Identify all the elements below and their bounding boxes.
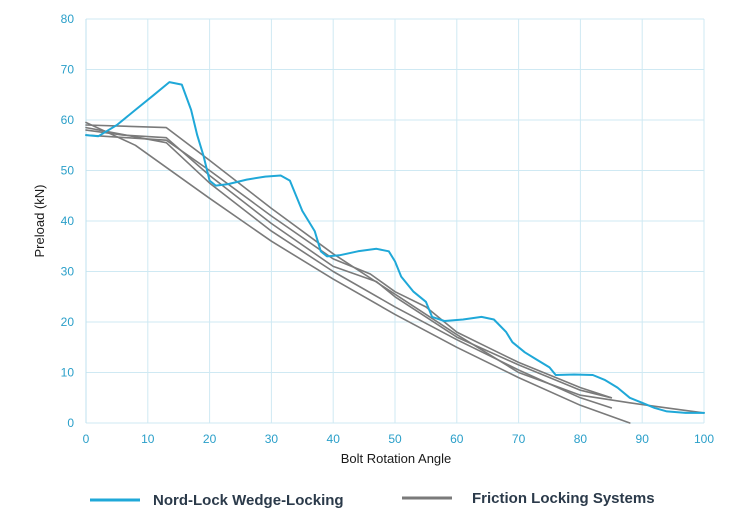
legend-label-friction: Friction Locking Systems xyxy=(472,490,655,507)
legend: Nord-Lock Wedge-Locking Friction Locking… xyxy=(90,490,655,509)
x-axis-ticks: 0 10 20 30 40 50 60 70 80 90 100 xyxy=(83,432,715,446)
x-tick-label: 50 xyxy=(388,432,402,446)
x-tick-label: 0 xyxy=(83,432,90,446)
x-tick-label: 100 xyxy=(694,432,714,446)
y-tick-label: 0 xyxy=(67,416,74,430)
y-axis-ticks: 0 10 20 30 40 50 60 70 80 xyxy=(61,12,75,430)
legend-label-nord-lock: Nord-Lock Wedge-Locking xyxy=(153,492,344,509)
x-tick-label: 40 xyxy=(327,432,341,446)
x-tick-label: 70 xyxy=(512,432,526,446)
y-tick-label: 70 xyxy=(61,63,75,77)
y-tick-label: 80 xyxy=(61,12,75,26)
y-tick-label: 10 xyxy=(61,366,75,380)
friction-series-line-3 xyxy=(85,134,613,399)
nord-lock-series-line xyxy=(85,81,705,414)
y-axis-title: Preload (kN) xyxy=(32,185,47,258)
friction-series-line-4 xyxy=(85,129,613,399)
y-tick-label: 40 xyxy=(61,214,75,228)
y-tick-label: 20 xyxy=(61,315,75,329)
x-tick-label: 10 xyxy=(141,432,155,446)
grid xyxy=(85,18,705,424)
series-layer xyxy=(85,81,705,424)
friction-series-line-1 xyxy=(85,121,631,424)
x-tick-label: 20 xyxy=(203,432,217,446)
y-tick-label: 60 xyxy=(61,113,75,127)
x-tick-label: 60 xyxy=(450,432,464,446)
y-tick-label: 50 xyxy=(61,164,75,178)
y-tick-label: 30 xyxy=(61,265,75,279)
friction-series-line-5 xyxy=(85,126,613,409)
x-tick-label: 80 xyxy=(574,432,588,446)
x-tick-label: 90 xyxy=(636,432,650,446)
x-tick-label: 30 xyxy=(265,432,279,446)
x-axis-title: Bolt Rotation Angle xyxy=(341,451,452,466)
